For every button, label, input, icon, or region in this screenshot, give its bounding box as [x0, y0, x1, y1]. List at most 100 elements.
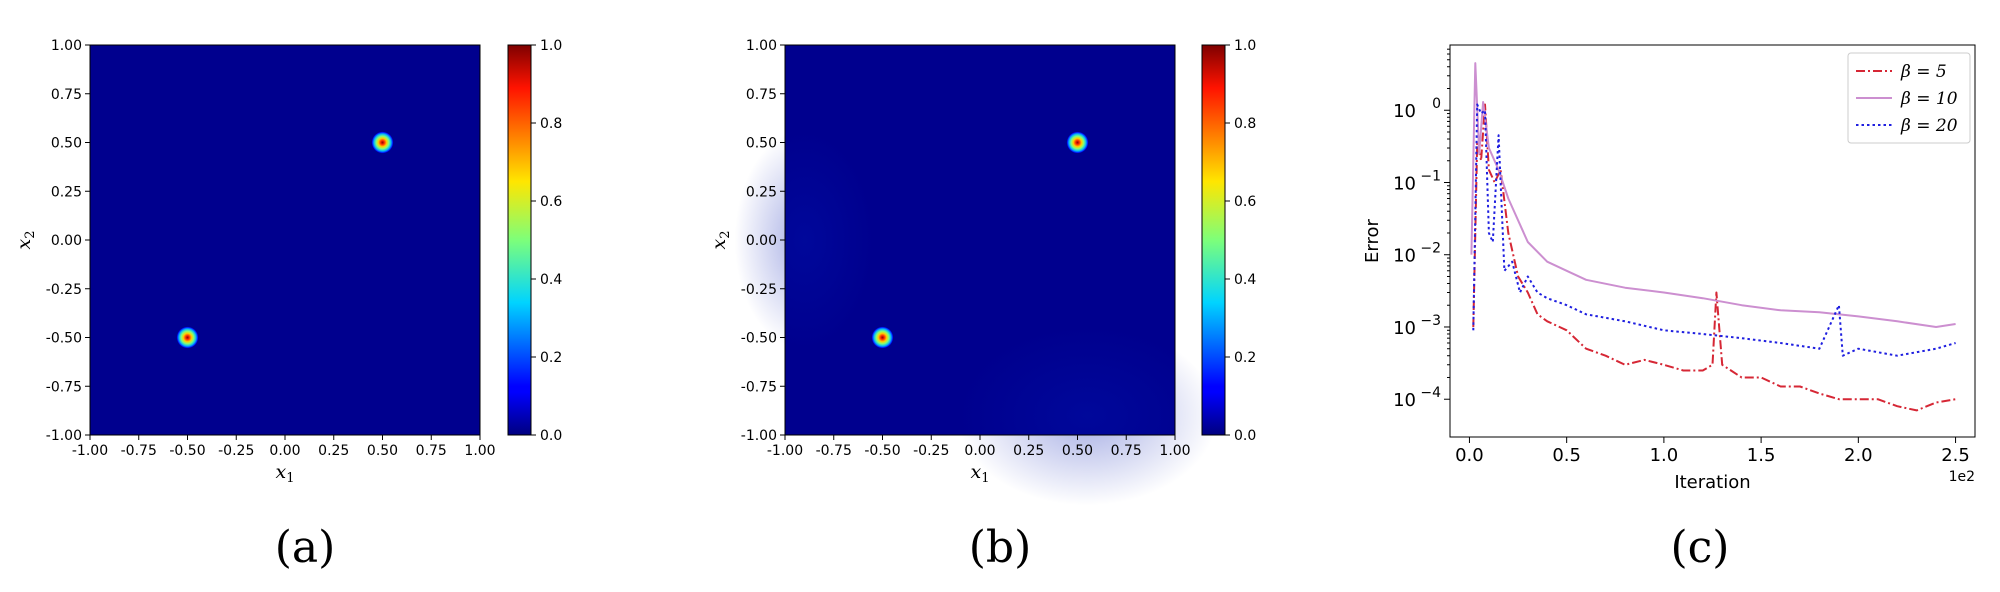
heatmap-background	[90, 45, 480, 435]
x-tick-label: 0.75	[1111, 443, 1142, 459]
x-tick-label: -0.50	[864, 443, 900, 459]
x-tick-label: -0.75	[816, 443, 852, 459]
colorbar-tick-label: 0.4	[1234, 272, 1256, 288]
y-tick-exponent: −1	[1420, 168, 1441, 184]
x-tick-label: -0.25	[913, 443, 949, 459]
legend	[1847, 52, 1971, 144]
y-tick-label: 0.50	[51, 136, 82, 152]
y-tick-base: 10	[1393, 318, 1416, 339]
colorbar-tick-label: 0.6	[540, 194, 562, 210]
x-axis-label: Iteration	[1674, 472, 1750, 493]
x-tick-label: 1.00	[1159, 443, 1190, 459]
x-tick-label: 0.00	[964, 443, 995, 459]
y-tick-label: 0.00	[746, 233, 777, 249]
x-tick-label: 0.75	[416, 443, 447, 459]
x-axis-label: x1	[276, 461, 295, 486]
y-tick-label: -0.25	[46, 282, 82, 298]
x-tick-label: -1.00	[767, 443, 803, 459]
x-axis-symbol: x	[971, 461, 982, 483]
y-tick-label: -0.75	[741, 379, 777, 395]
x-tick-label: 0.50	[367, 443, 398, 459]
y-tick-base: 10	[1393, 246, 1416, 267]
y-tick-label: 10	[1393, 173, 1416, 194]
y-tick-label: 0.75	[51, 87, 82, 103]
y-axis-label: Error	[1362, 218, 1383, 262]
x-tick-label: 2.0	[1844, 445, 1873, 466]
heatmap-peak-2	[176, 326, 199, 349]
y-tick-label: 0.25	[51, 184, 82, 200]
x-tick-label: 1.5	[1747, 445, 1776, 466]
y-axis-symbol: x	[13, 239, 35, 250]
colorbar-tick-label: 0.8	[1234, 116, 1256, 132]
x-scale-label: 1e2	[1949, 469, 1975, 485]
colorbar	[1201, 44, 1226, 436]
x-tick-label: 0.0	[1455, 445, 1484, 466]
x-tick-label: 0.5	[1552, 445, 1581, 466]
y-tick-base: 10	[1393, 173, 1416, 194]
y-tick-label: 10	[1393, 246, 1416, 267]
colorbar-tick-label: 0.0	[540, 428, 562, 444]
y-tick-base: 10	[1393, 101, 1416, 122]
y-tick-label: 0.25	[746, 184, 777, 200]
legend-label-2: β = 10	[1900, 89, 1958, 109]
x-tick-label: 0.25	[318, 443, 349, 459]
x-axis-subscript: 1	[981, 471, 989, 486]
x-axis-symbol: x	[276, 461, 287, 483]
panel-caption: (b)	[969, 522, 1032, 573]
y-tick-exponent: −2	[1420, 241, 1441, 257]
x-tick-label: 1.0	[1650, 445, 1679, 466]
y-tick-label: 10	[1393, 101, 1416, 122]
x-axis-label: x1	[971, 461, 990, 486]
x-axis-subscript: 1	[286, 471, 294, 486]
y-tick-base: 10	[1393, 390, 1416, 411]
colorbar	[507, 44, 532, 436]
panel-caption: (a)	[275, 522, 336, 573]
legend-label-3: β = 20	[1900, 116, 1958, 136]
y-tick-label: -0.50	[741, 331, 777, 347]
x-tick-label: -0.50	[169, 443, 205, 459]
legend-label-1: β = 5	[1900, 62, 1947, 82]
x-tick-label: -0.25	[218, 443, 254, 459]
colorbar-tick-label: 0.8	[540, 116, 562, 132]
x-tick-label: 0.25	[1013, 443, 1044, 459]
y-tick-exponent: −3	[1420, 313, 1441, 329]
heatmap-panel-a: -1.00 -0.75 -0.50 -0.25 0.00 0.25 0.50 0.75 1.00…	[13, 38, 562, 573]
x-tick-label: 1.00	[464, 443, 495, 459]
heatmap-peak-1	[371, 131, 394, 154]
y-tick-label: 0.50	[746, 136, 777, 152]
y-tick-label: 0.75	[746, 87, 777, 103]
colorbar-tick-label: 1.0	[540, 38, 562, 54]
heatmap-panel-b: -1.00 -0.75 -0.50 -0.25 0.00 0.25 0.50 0.75 1.00…	[708, 38, 1256, 573]
colorbar-tick-label: 0.6	[1234, 194, 1256, 210]
x-tick-label: -0.75	[121, 443, 157, 459]
y-tick-label: 10	[1393, 390, 1416, 411]
y-tick-label: 10	[1393, 318, 1416, 339]
y-tick-label: -1.00	[46, 428, 82, 444]
heatmap-faint-region	[957, 325, 1218, 506]
x-tick-label: -1.00	[72, 443, 108, 459]
y-tick-exponent: 0	[1432, 96, 1441, 112]
y-tick-label: 1.00	[746, 38, 777, 54]
heatmap-peak-2	[871, 326, 894, 349]
panel-caption: (c)	[1671, 522, 1730, 573]
heatmap-faint-region	[734, 130, 875, 350]
plot-frame	[1449, 44, 1976, 438]
y-tick-label: 0.00	[51, 233, 82, 249]
x-tick-label: 0.50	[1062, 443, 1093, 459]
y-tick-label: -0.75	[46, 379, 82, 395]
y-axis-symbol: x	[708, 239, 730, 250]
x-tick-label: 2.5	[1941, 445, 1970, 466]
y-axis-subscript: 2	[718, 231, 733, 239]
series-line-1	[1472, 103, 1956, 412]
y-axis-subscript: 2	[23, 231, 38, 239]
x-tick-label: 0.00	[269, 443, 300, 459]
series-line-3	[1472, 103, 1956, 357]
y-tick-exponent: −4	[1420, 385, 1441, 401]
colorbar-tick-label: 0.4	[540, 272, 562, 288]
colorbar-tick-label: 0.0	[1234, 428, 1256, 444]
y-tick-label: -1.00	[741, 428, 777, 444]
y-axis-label: x2	[708, 231, 733, 250]
y-tick-label: -0.25	[741, 282, 777, 298]
